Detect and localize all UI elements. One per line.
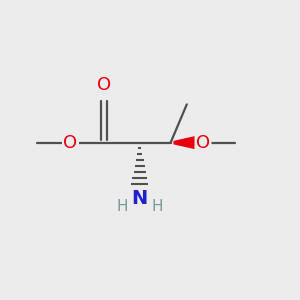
Polygon shape [174,136,198,149]
Text: O: O [97,76,111,94]
Text: O: O [196,134,210,152]
Text: N: N [132,189,148,208]
Text: H: H [151,199,163,214]
Text: H: H [117,199,128,214]
Text: O: O [63,134,78,152]
